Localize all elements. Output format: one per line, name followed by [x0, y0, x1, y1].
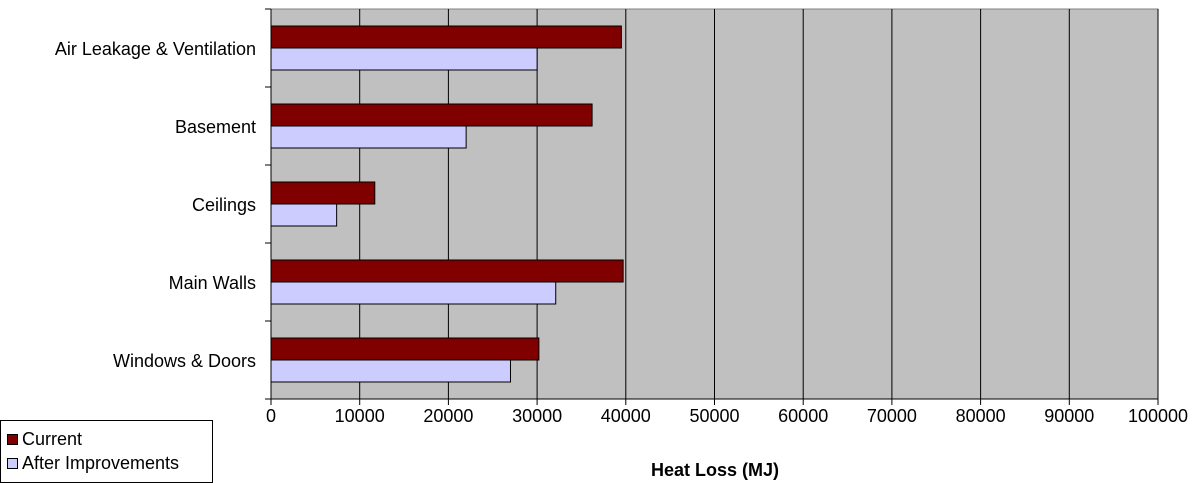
bar-after-improvements — [270, 359, 511, 383]
x-tick-label: 40000 — [601, 406, 651, 426]
legend-item-current: Current — [7, 427, 212, 451]
x-tick-label: 20000 — [423, 406, 473, 426]
legend-label-after-improvements: After Improvements — [22, 452, 180, 473]
x-tick-label: 80000 — [956, 406, 1006, 426]
gridlines — [359, 9, 1159, 399]
bar-current — [270, 181, 376, 205]
category-label: Windows & Doors — [113, 351, 256, 371]
bar-current — [270, 103, 593, 127]
category-label: Air Leakage & Ventilation — [55, 39, 256, 59]
axes — [265, 8, 1159, 405]
bar-after-improvements — [270, 47, 538, 71]
legend-swatch-after-improvements — [7, 457, 18, 469]
bar-after-improvements — [270, 203, 338, 227]
bar-current — [270, 259, 624, 283]
bars — [270, 25, 624, 383]
category-label: Main Walls — [169, 273, 256, 293]
x-tick-label: 90000 — [1044, 406, 1094, 426]
category-labels: Air Leakage & Ventilation Basement Ceiling… — [55, 39, 256, 371]
x-tick-labels: 0 10000 20000 30000 40000 50000 60000 70000 8000… — [266, 406, 1188, 426]
x-tick-label: 10000 — [335, 406, 385, 426]
bar-after-improvements — [270, 281, 557, 305]
x-axis-title: Heat Loss (MJ) — [651, 460, 779, 480]
x-tick-label: 0 — [266, 406, 276, 426]
bar-after-improvements — [270, 125, 467, 149]
legend-swatch-current — [7, 433, 18, 445]
category-label: Basement — [175, 117, 256, 137]
bar-current — [270, 25, 622, 49]
x-tick-label: 50000 — [689, 406, 739, 426]
bar-current — [270, 337, 540, 361]
legend-label-current: Current — [22, 428, 83, 449]
legend-item-after-improvements: After Improvements — [7, 451, 212, 475]
category-label: Ceilings — [192, 195, 256, 215]
x-tick-label: 60000 — [778, 406, 828, 426]
x-tick-label: 100000 — [1128, 406, 1188, 426]
x-tick-label: 30000 — [512, 406, 562, 426]
x-tick-label: 70000 — [867, 406, 917, 426]
legend: Current After Improvements — [0, 420, 213, 483]
